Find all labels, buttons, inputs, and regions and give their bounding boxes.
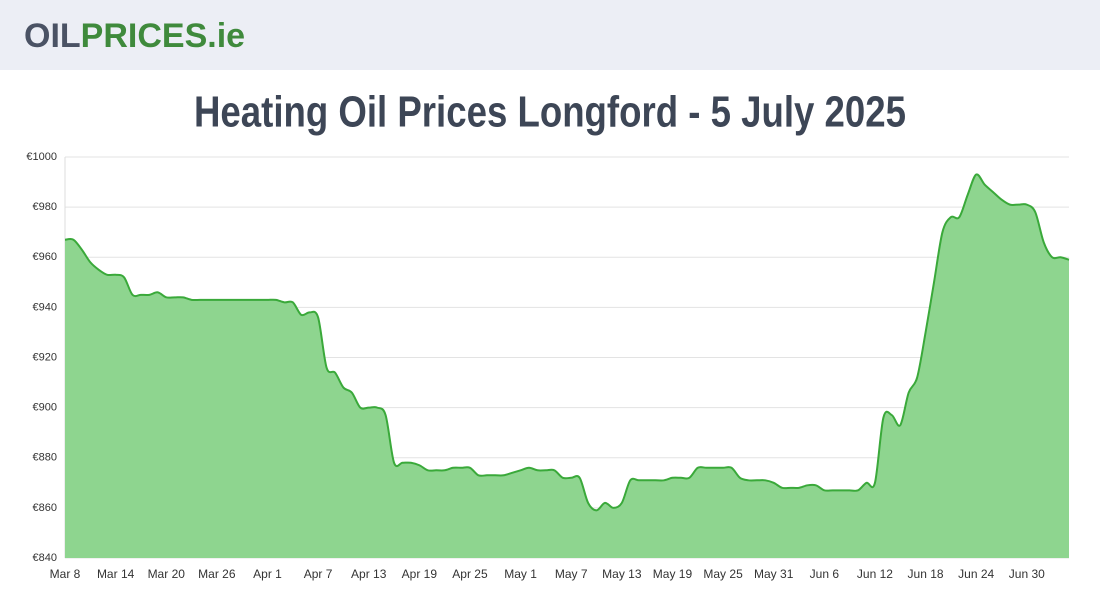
area xyxy=(65,174,1069,558)
x-tick-label: Apr 7 xyxy=(304,567,333,581)
x-tick-label: Apr 25 xyxy=(452,567,488,581)
logo[interactable]: OILPRICES.ie xyxy=(24,17,245,55)
x-tick-label: Mar 8 xyxy=(50,567,81,581)
header-bar xyxy=(0,0,1100,70)
x-tick-label: May 19 xyxy=(653,567,693,581)
x-tick-label: May 1 xyxy=(504,567,537,581)
y-tick-label: €880 xyxy=(33,452,57,464)
y-tick-label: €1000 xyxy=(26,151,57,163)
x-tick-label: May 31 xyxy=(754,567,794,581)
x-tick-label: Mar 14 xyxy=(97,567,135,581)
x-tick-label: Apr 13 xyxy=(351,567,387,581)
x-tick-label: Apr 19 xyxy=(402,567,438,581)
x-tick-label: Mar 20 xyxy=(148,567,186,581)
chart-title: Heating Oil Prices Longford - 5 July 202… xyxy=(194,88,906,137)
x-tick-label: Mar 26 xyxy=(198,567,236,581)
logo-oil: OIL xyxy=(24,17,81,55)
y-tick-label: €860 xyxy=(33,502,57,514)
y-tick-label: €980 xyxy=(33,201,57,213)
x-tick-label: Jun 18 xyxy=(908,567,944,581)
x-tick-label: Jun 30 xyxy=(1009,567,1045,581)
y-tick-label: €900 xyxy=(33,402,57,414)
y-tick-label: €940 xyxy=(33,301,57,313)
x-tick-label: May 25 xyxy=(703,567,743,581)
x-tick-label: Jun 12 xyxy=(857,567,893,581)
line xyxy=(64,173,1070,512)
y-tick-label: €840 xyxy=(33,552,57,564)
x-tick-label: Apr 1 xyxy=(253,567,282,581)
x-tick-label: Jun 24 xyxy=(958,567,994,581)
x-tick-label: Jun 6 xyxy=(810,567,840,581)
logo-prices: PRICES.ie xyxy=(81,17,245,55)
x-tick-label: May 7 xyxy=(555,567,588,581)
y-tick-label: €960 xyxy=(33,251,57,263)
y-tick-label: €920 xyxy=(33,351,57,363)
x-tick-label: May 13 xyxy=(602,567,642,581)
